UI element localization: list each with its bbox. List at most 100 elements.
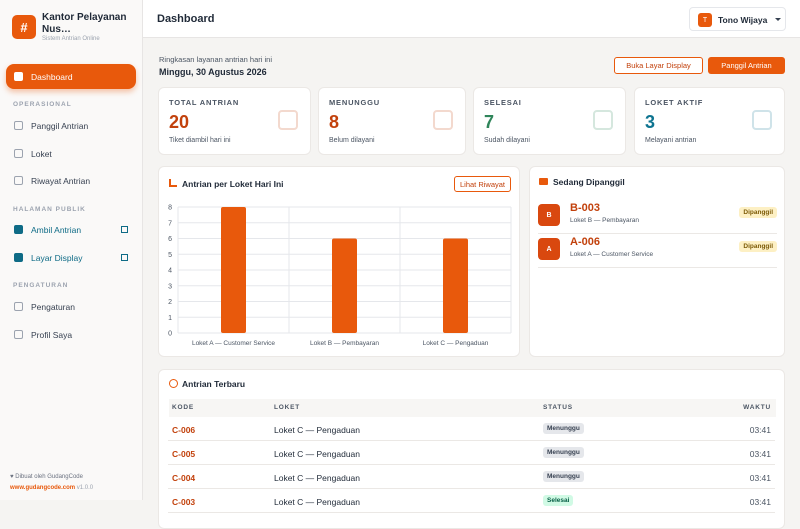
bar-chart: 0 1 2 3 4 5 6 7 8 Loket A — Customer Service Loket… — [168, 205, 512, 347]
queue-time: 03:41 — [749, 449, 771, 459]
logo: # — [12, 15, 36, 39]
credit: ♥ Dibuat oleh GudangCode — [10, 474, 83, 480]
y-tick-label: 3 — [168, 283, 172, 290]
y-tick-label: 7 — [168, 220, 172, 227]
queue-loket: Loket C — Pengaduan — [274, 449, 361, 459]
stat-card: TOTAL ANTRIAN 20 Tiket diambil hari ini — [158, 87, 311, 155]
nav-label: Riwayat Antrian — [31, 175, 91, 186]
table-row: C-005 Loket C — Pengaduan Menunggu 03:41 — [168, 441, 775, 465]
queue-status: Selesai — [543, 495, 574, 506]
queue-code: C-003 — [172, 497, 196, 507]
queue-status: Menunggu — [543, 471, 584, 482]
nav-item[interactable]: Layar Display — [6, 245, 136, 270]
nav-item[interactable]: Panggil Antrian — [6, 113, 136, 138]
bar — [332, 238, 357, 333]
nav-icon — [14, 176, 23, 185]
nav-icon — [14, 121, 23, 130]
queue-loket: Loket C — Pengaduan — [274, 497, 361, 507]
stat-label: SELESAI — [484, 98, 522, 107]
called-item: A A-006 Loket A — Customer Service Dipanggi… — [538, 234, 777, 268]
nav-item[interactable]: Riwayat Antrian — [6, 168, 136, 193]
called-item: B B-003 Loket B — Pembayaran Dipanggil — [538, 200, 777, 234]
nav-section: PENGATURAN — [13, 282, 69, 289]
table-header: KODE LOKET STATUS WAKTU — [158, 398, 785, 416]
avatar: T — [698, 13, 712, 27]
nav-label: Panggil Antrian — [31, 120, 89, 131]
y-tick-label: 2 — [168, 299, 172, 306]
queue-code: C-006 — [172, 425, 196, 435]
called-status: Dipanggil — [739, 207, 777, 218]
summary-subtitle: Ringkasan layanan antrian hari ini — [159, 55, 272, 64]
stat-card: MENUNGGU 8 Belum dilayani — [318, 87, 466, 155]
user-menu[interactable]: T Tono Wijaya — [689, 7, 786, 31]
page: {"sidebar":{"brand":"Kantor Pelayanan Nu… — [6, 0, 800, 529]
column-header: KODE — [172, 404, 194, 411]
y-tick-label: 1 — [168, 315, 172, 322]
column-header: WAKTU — [743, 404, 771, 411]
called-loket: Loket A — Customer Service — [570, 251, 654, 258]
stat-icon — [752, 110, 772, 130]
called-loket: Loket B — Pembayaran — [570, 217, 640, 224]
queue-status: Menunggu — [543, 447, 584, 458]
nav-item[interactable]: Dashboard — [6, 64, 136, 89]
stat-sub: Tiket diambil hari ini — [169, 137, 231, 144]
topbar: Dashboard T Tono Wijaya — [143, 0, 800, 38]
history-button[interactable]: Lihat Riwayat — [454, 176, 511, 192]
caret — [775, 18, 781, 24]
page-title: Dashboard — [157, 13, 215, 25]
table-head — [169, 399, 776, 417]
url[interactable]: www.gudangcode.com — [10, 485, 76, 491]
bar — [221, 207, 246, 333]
stat-label: MENUNGGU — [329, 98, 380, 107]
brand: Kantor Pelayanan Nus… — [42, 12, 127, 35]
nav-icon — [14, 302, 23, 311]
called-code: B-003 — [570, 202, 600, 214]
queue-time: 03:41 — [749, 473, 771, 483]
recent-icon — [169, 379, 178, 388]
nav-item[interactable]: Profil Saya — [6, 322, 136, 347]
nav-item[interactable]: Ambil Antrian — [6, 217, 136, 242]
nav-icon — [14, 225, 23, 234]
stat-value: 8 — [329, 112, 340, 132]
chart-icon — [169, 179, 177, 187]
column-header: STATUS — [543, 404, 573, 411]
queue-code: C-004 — [172, 473, 196, 483]
nav-label: Layar Display — [31, 252, 83, 263]
queue-code: C-005 — [172, 449, 196, 459]
external-icon — [121, 254, 128, 261]
user-name: Tono Wijaya — [718, 15, 768, 25]
nav-icon — [14, 253, 23, 262]
y-tick-label: 0 — [168, 331, 172, 338]
y-tick-label: 5 — [168, 252, 172, 259]
summary-date: Minggu, 30 Agustus 2026 — [159, 67, 267, 77]
called-icon — [539, 178, 548, 185]
nav-label: Dashboard — [31, 71, 73, 82]
queue-loket: Loket C — Pengaduan — [274, 425, 361, 435]
x-tick-label: Loket C — Pengaduan — [423, 340, 489, 347]
nav-item[interactable]: Loket — [6, 141, 136, 166]
nav-item[interactable]: Pengaturan — [6, 294, 136, 319]
y-tick-label: 6 — [168, 236, 172, 243]
nav-icon — [14, 72, 23, 81]
nav-section: HALAMAN PUBLIK — [13, 206, 86, 213]
called-letter: A — [538, 238, 560, 260]
recent-title: Antrian Terbaru — [182, 379, 246, 389]
footer-url: www.gudangcode.com v1.0.0 — [10, 485, 93, 491]
y-tick-label: 4 — [168, 268, 172, 275]
version: v1.0.0 — [76, 485, 94, 491]
display-button[interactable]: Buka Layar Display — [614, 57, 703, 74]
stat-value: 7 — [484, 112, 495, 132]
nav-section: OPERASIONAL — [13, 101, 72, 108]
nav-icon — [14, 149, 23, 158]
stat-label: LOKET AKTIF — [645, 98, 704, 107]
stat-card: LOKET AKTIF 3 Melayani antrian — [634, 87, 785, 155]
x-tick-label: Loket A — Customer Service — [192, 340, 275, 347]
queue-time: 03:41 — [749, 425, 771, 435]
table-row: C-004 Loket C — Pengaduan Menunggu 03:41 — [168, 465, 775, 489]
call-button[interactable]: Panggil Antrian — [708, 57, 785, 74]
column-header: LOKET — [274, 404, 301, 411]
queue-loket: Loket C — Pengaduan — [274, 473, 361, 483]
called-card: Sedang Dipanggil B B-003 Loket B — Pembaya… — [529, 166, 785, 357]
stat-sub: Belum dilayani — [329, 137, 375, 144]
called-status: Dipanggil — [739, 241, 777, 252]
